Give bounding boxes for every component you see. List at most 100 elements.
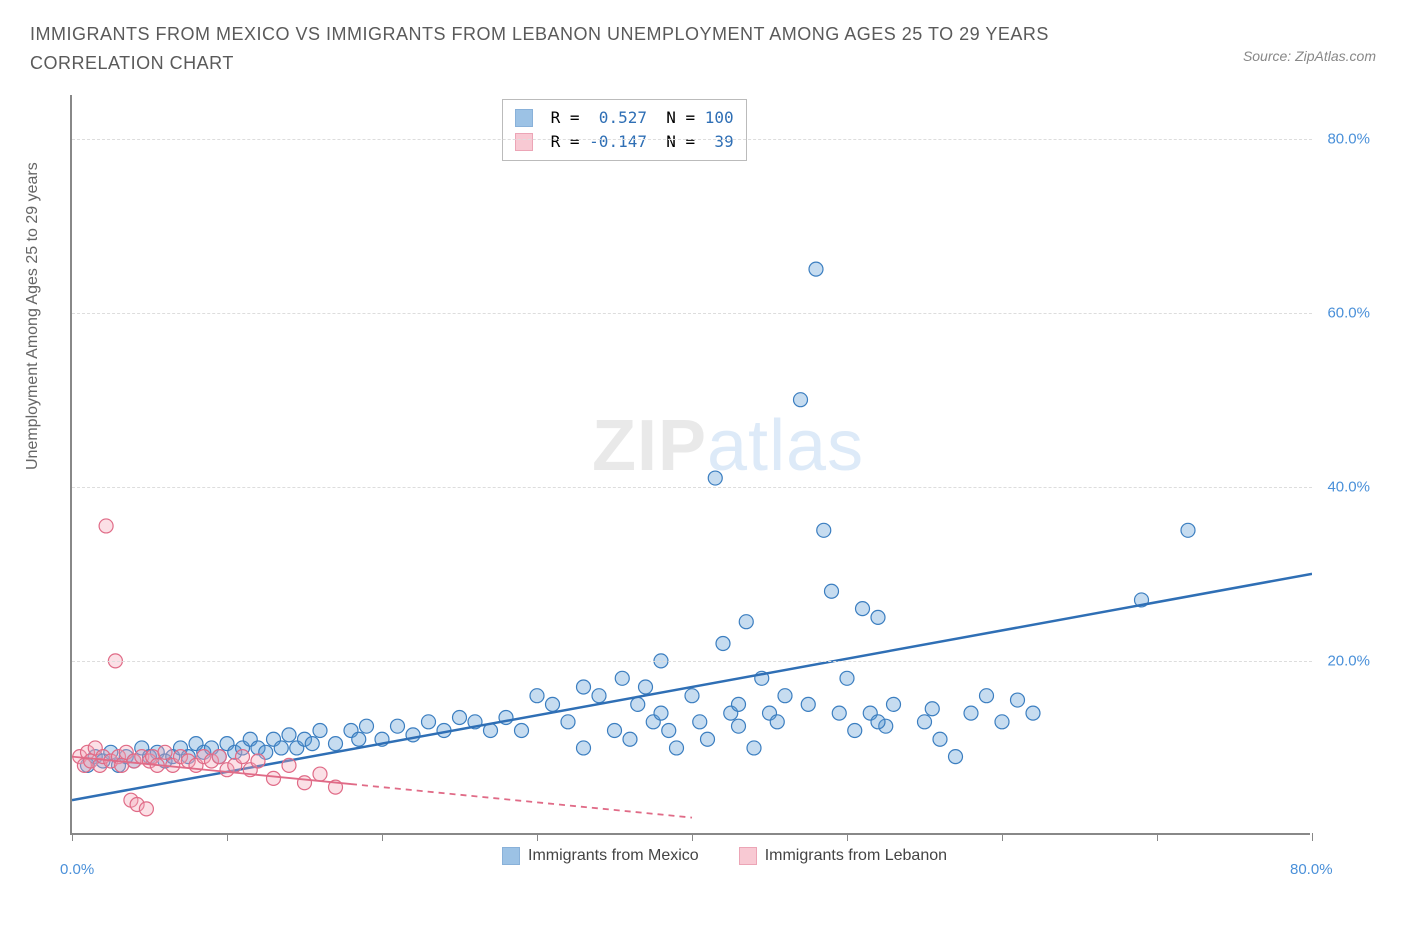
scatter-point: [422, 715, 436, 729]
scatter-point: [949, 750, 963, 764]
scatter-point: [592, 689, 606, 703]
scatter-point: [530, 689, 544, 703]
scatter-point: [685, 689, 699, 703]
scatter-point: [848, 724, 862, 738]
scatter-point: [608, 724, 622, 738]
grid-line: [72, 313, 1312, 314]
x-axis-end-label: 80.0%: [1290, 861, 1333, 878]
scatter-point: [693, 715, 707, 729]
scatter-point: [871, 715, 885, 729]
source-label: Source: ZipAtlas.com: [1243, 48, 1376, 64]
scatter-point: [298, 776, 312, 790]
scatter-point: [282, 758, 296, 772]
scatter-point: [453, 710, 467, 724]
legend-swatch: [515, 133, 533, 151]
scatter-point: [770, 715, 784, 729]
regression-line: [351, 784, 692, 818]
scatter-point: [139, 802, 153, 816]
scatter-point: [918, 715, 932, 729]
x-tick: [1157, 833, 1158, 841]
x-tick: [537, 833, 538, 841]
scatter-point: [739, 615, 753, 629]
scatter-point: [1181, 523, 1195, 537]
scatter-point: [631, 697, 645, 711]
y-axis-label: Unemployment Among Ages 25 to 29 years: [24, 162, 42, 470]
chart-container: IMMIGRANTS FROM MEXICO VS IMMIGRANTS FRO…: [0, 0, 1406, 930]
legend-item: Immigrants from Mexico: [502, 847, 699, 865]
legend-item: Immigrants from Lebanon: [739, 847, 947, 865]
x-tick: [1312, 833, 1313, 841]
scatter-point: [305, 737, 319, 751]
scatter-point: [615, 671, 629, 685]
header-row: IMMIGRANTS FROM MEXICO VS IMMIGRANTS FRO…: [30, 20, 1376, 78]
scatter-point: [670, 741, 684, 755]
grid-line: [72, 487, 1312, 488]
scatter-point: [1011, 693, 1025, 707]
stats-text: R = 0.527 N = 100: [541, 106, 734, 130]
stats-legend-box: R = 0.527 N = 100 R = -0.147 N = 39: [502, 99, 747, 161]
scatter-point: [794, 393, 808, 407]
scatter-point: [840, 671, 854, 685]
y-tick-label: 20.0%: [1315, 652, 1370, 669]
scatter-point: [732, 719, 746, 733]
scatter-svg: [72, 95, 1312, 835]
x-tick: [72, 833, 73, 841]
scatter-point: [925, 702, 939, 716]
scatter-point: [577, 680, 591, 694]
scatter-point: [329, 737, 343, 751]
legend-label: Immigrants from Lebanon: [765, 847, 947, 865]
scatter-point: [716, 636, 730, 650]
scatter-point: [732, 697, 746, 711]
y-tick-label: 40.0%: [1315, 478, 1370, 495]
scatter-point: [747, 741, 761, 755]
x-tick: [227, 833, 228, 841]
legend-label: Immigrants from Mexico: [528, 847, 699, 865]
scatter-point: [274, 741, 288, 755]
scatter-point: [282, 728, 296, 742]
y-tick-label: 60.0%: [1315, 304, 1370, 321]
scatter-point: [1026, 706, 1040, 720]
legend-swatch: [515, 109, 533, 127]
scatter-point: [158, 745, 172, 759]
scatter-point: [933, 732, 947, 746]
scatter-point: [352, 732, 366, 746]
x-tick: [1002, 833, 1003, 841]
scatter-point: [546, 697, 560, 711]
scatter-point: [832, 706, 846, 720]
scatter-point: [561, 715, 575, 729]
y-tick-label: 80.0%: [1315, 130, 1370, 147]
grid-line: [72, 661, 1312, 662]
scatter-point: [236, 750, 250, 764]
scatter-point: [701, 732, 715, 746]
x-tick: [847, 833, 848, 841]
scatter-point: [778, 689, 792, 703]
x-tick: [692, 833, 693, 841]
scatter-point: [817, 523, 831, 537]
legend-swatch: [502, 847, 520, 865]
scatter-point: [391, 719, 405, 733]
scatter-point: [654, 706, 668, 720]
scatter-point: [980, 689, 994, 703]
scatter-point: [212, 750, 226, 764]
scatter-point: [313, 724, 327, 738]
stats-row: R = 0.527 N = 100: [515, 106, 734, 130]
scatter-point: [995, 715, 1009, 729]
x-axis-origin-label: 0.0%: [60, 861, 94, 878]
scatter-point: [825, 584, 839, 598]
chart-title: IMMIGRANTS FROM MEXICO VS IMMIGRANTS FRO…: [30, 20, 1130, 78]
stats-text: R = -0.147 N = 39: [541, 130, 734, 154]
scatter-point: [639, 680, 653, 694]
scatter-point: [623, 732, 637, 746]
plot-area: ZIPatlas R = 0.527 N = 100 R = -0.147 N …: [70, 95, 1310, 835]
scatter-point: [801, 697, 815, 711]
scatter-point: [708, 471, 722, 485]
scatter-point: [577, 741, 591, 755]
stats-row: R = -0.147 N = 39: [515, 130, 734, 154]
grid-line: [72, 139, 1312, 140]
scatter-point: [871, 610, 885, 624]
scatter-point: [360, 719, 374, 733]
plot-wrap: ZIPatlas R = 0.527 N = 100 R = -0.147 N …: [70, 95, 1370, 875]
scatter-point: [964, 706, 978, 720]
scatter-point: [662, 724, 676, 738]
bottom-legend: Immigrants from Mexico Immigrants from Le…: [502, 847, 947, 865]
